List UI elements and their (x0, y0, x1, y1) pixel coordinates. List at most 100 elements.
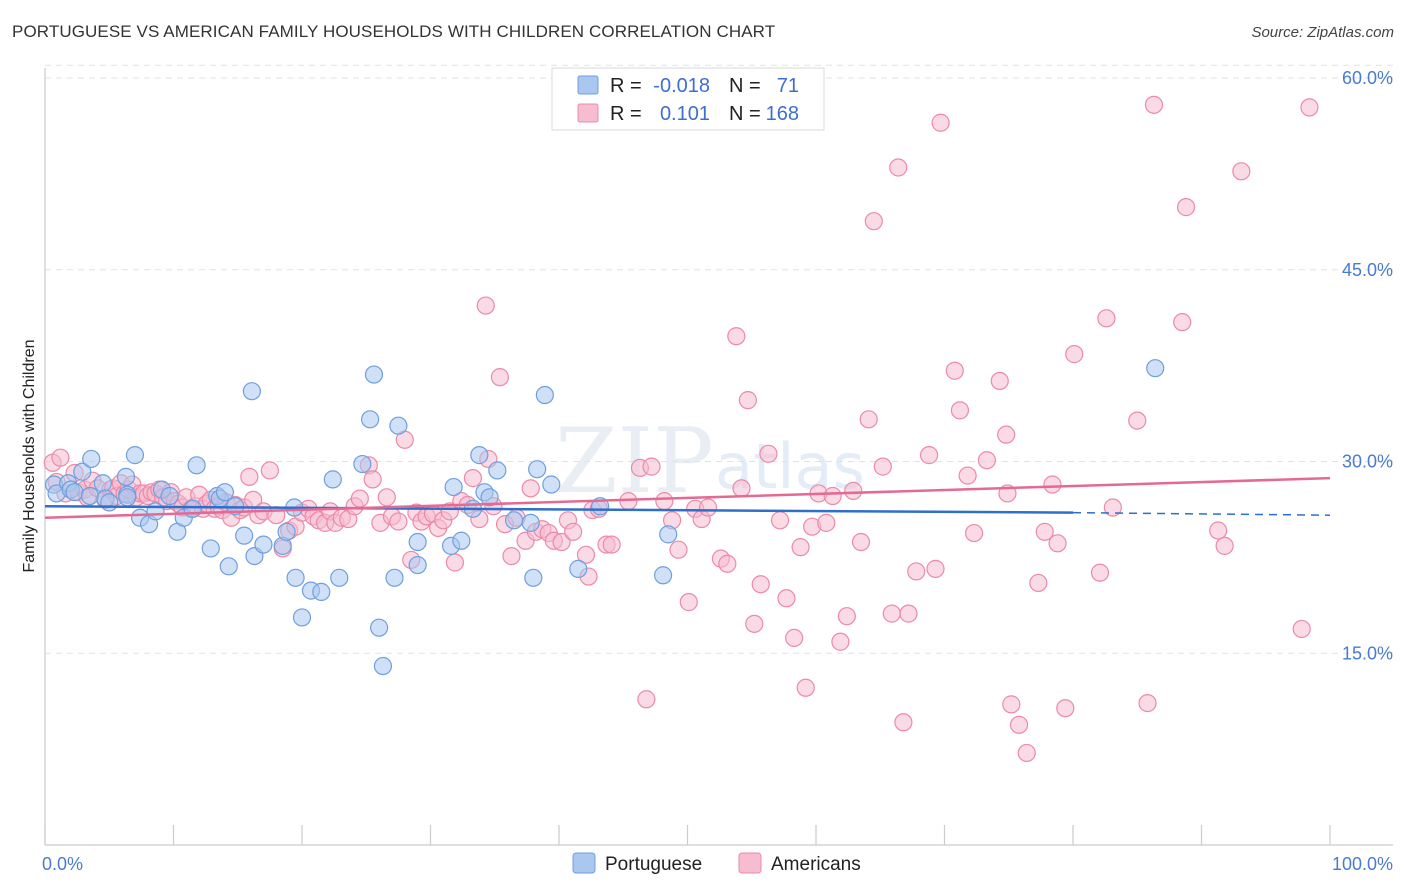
americans-point (899, 604, 918, 623)
legend-n-value-2: 168 (766, 103, 799, 125)
portuguese-point (80, 486, 100, 506)
americans-point (1035, 522, 1054, 541)
americans-point (1232, 162, 1251, 181)
portuguese-point (353, 454, 372, 474)
bottom-legend-swatch-americans (738, 852, 762, 874)
americans-point (1009, 715, 1029, 734)
americans-point (1176, 198, 1196, 217)
portuguese-point (93, 474, 112, 493)
americans-point (791, 538, 810, 557)
americans-point (564, 522, 583, 541)
x-tick-marks (44, 825, 1331, 845)
americans-point (759, 444, 778, 463)
americans-point (463, 469, 483, 488)
portuguese-point (215, 483, 234, 502)
americans-point (751, 575, 770, 594)
bottom-legend-americans: Americans (771, 854, 861, 875)
y-tick-label: 15.0% (1342, 643, 1393, 663)
bottom-legend-swatch-portuguese (572, 852, 596, 874)
portuguese-point (452, 531, 471, 550)
americans-point (363, 470, 382, 489)
x-tick-label-min: 0.0% (42, 854, 83, 874)
portuguese-point (286, 568, 305, 587)
americans-point (440, 502, 459, 521)
americans-point (919, 446, 939, 465)
portuguese-point (277, 522, 296, 541)
portuguese-point (73, 462, 92, 481)
portuguese-point (444, 477, 463, 497)
portuguese-trend-extension (1072, 511, 1331, 516)
americans-point (1128, 411, 1147, 430)
americans-point (859, 410, 878, 429)
americans-point (889, 158, 908, 177)
portuguese-point (524, 568, 543, 587)
portuguese-point (201, 539, 220, 558)
portuguese-point (160, 486, 179, 506)
americans-point (777, 589, 796, 608)
portuguese-point (146, 502, 165, 521)
americans-point (990, 371, 1009, 391)
americans-point (997, 425, 1016, 444)
portuguese-point (254, 535, 273, 554)
americans-point (1002, 695, 1021, 714)
portuguese-point (521, 513, 540, 532)
americans-point (1300, 98, 1319, 117)
portuguese-point (125, 446, 145, 465)
portuguese-point (535, 385, 554, 405)
americans-point (894, 713, 913, 732)
americans-point (796, 678, 815, 697)
x-tick-label-max: 100.0% (1332, 854, 1393, 874)
portuguese-point (312, 582, 331, 601)
portuguese-point (187, 456, 206, 475)
americans-point (837, 607, 856, 626)
legend-r-value-2: 0.101 (660, 103, 710, 125)
portuguese-point (653, 566, 673, 585)
americans-point (1065, 345, 1084, 364)
legend-r-label-2: R = (610, 103, 642, 125)
portuguese-point (330, 568, 349, 587)
americans-point (1097, 309, 1116, 328)
portuguese-point (235, 526, 254, 545)
americans-point (727, 327, 746, 346)
americans-point (931, 113, 950, 132)
americans-point (738, 391, 757, 410)
chart-title: PORTUGUESE VS AMERICAN FAMILY HOUSEHOLDS… (12, 22, 776, 41)
americans-point (576, 545, 596, 564)
portuguese-point (470, 446, 489, 465)
portuguese-trend-line (44, 504, 1074, 514)
americans-point (655, 492, 674, 511)
portuguese-point (364, 365, 384, 384)
portuguese-point (373, 656, 393, 676)
americans-point (350, 489, 369, 508)
americans-point (389, 512, 408, 531)
americans-point (718, 554, 737, 573)
y-tick-label: 30.0% (1342, 452, 1393, 472)
americans-point (377, 488, 396, 507)
americans-point (445, 553, 465, 572)
americans-point (844, 481, 863, 501)
y-axis-label: Family Households with Children (21, 340, 38, 573)
americans-point (1017, 743, 1036, 763)
series-americans (43, 95, 1319, 763)
americans-point (950, 401, 970, 420)
portuguese-point (100, 493, 119, 512)
americans-point (945, 361, 964, 380)
americans-point (502, 546, 521, 566)
americans-point (637, 690, 656, 709)
americans-point (882, 604, 901, 623)
portuguese-point (1146, 359, 1165, 378)
americans-point (1215, 536, 1234, 555)
portuguese-point (408, 555, 427, 575)
americans-point (1103, 498, 1122, 517)
legend-n-label-2: N = (729, 103, 761, 125)
portuguese-point (116, 467, 136, 486)
americans-point (698, 498, 718, 517)
americans-point (745, 614, 764, 633)
source-credit: Source: ZipAtlas.com (1251, 24, 1394, 41)
americans-point (1090, 563, 1110, 582)
portuguese-point (370, 618, 389, 637)
americans-point (1029, 573, 1048, 593)
americans-point (958, 466, 977, 485)
americans-point (926, 559, 945, 578)
